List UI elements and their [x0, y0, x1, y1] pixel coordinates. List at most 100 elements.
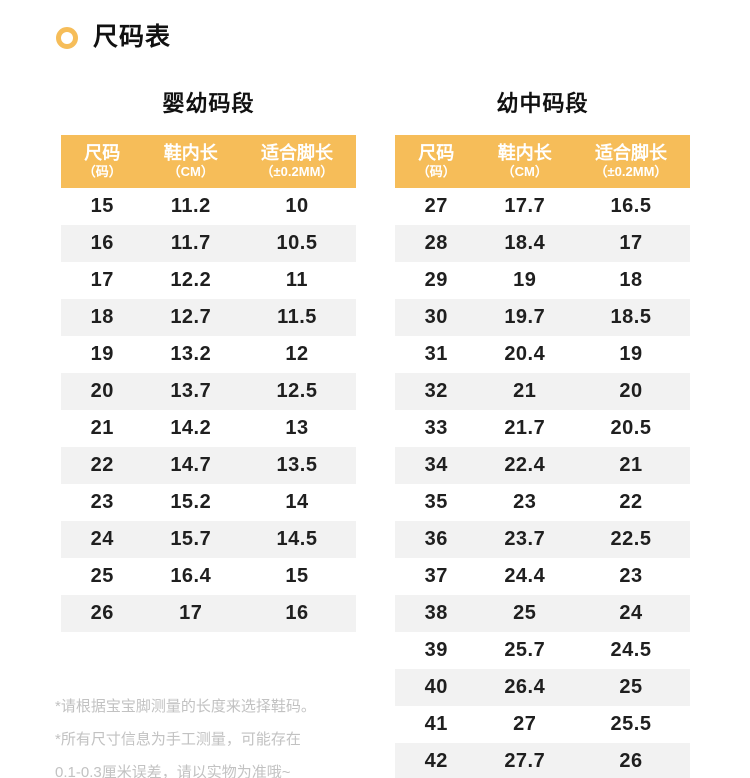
table-cell: 25.5 — [610, 713, 652, 735]
table-cell: 21.7 — [504, 417, 546, 439]
table-cell: 14.2 — [170, 417, 212, 439]
table-cell: 17.7 — [504, 195, 546, 217]
table-row: 17 12.2 11 — [61, 262, 356, 299]
table-cell: 37 — [424, 565, 448, 587]
column-header-main: 尺码 — [418, 143, 455, 164]
table-cell: 25 — [90, 565, 114, 587]
table-row: 25 16.4 15 — [61, 558, 356, 595]
table-cell: 24 — [90, 528, 114, 550]
table-cell: 20 — [90, 380, 114, 402]
table-row: 27 17.7 16.5 — [395, 188, 690, 225]
table-cell: 13 — [285, 417, 309, 439]
table-header-toddler: 尺码 （码） 鞋内长 （CM） 适合脚长 （±0.2MM） — [395, 135, 690, 188]
table-body-infant: 15 11.2 10 16 11.7 10.5 17 12.2 11 18 12.7 11.5 19 13… — [61, 188, 356, 632]
table-cell: 34 — [424, 454, 448, 476]
table-row: 21 14.2 13 — [61, 410, 356, 447]
table-cell: 13.5 — [276, 454, 318, 476]
table-row: 34 22.4 21 — [395, 447, 690, 484]
table-cell: 20 — [619, 380, 643, 402]
table-cell: 26.4 — [504, 676, 546, 698]
table-cell: 22 — [90, 454, 114, 476]
column-header-sub: （CM） — [501, 164, 548, 180]
table-cell: 18 — [90, 306, 114, 328]
table-cell: 29 — [424, 269, 448, 291]
table-row: 41 27 25.5 — [395, 706, 690, 743]
table-cell: 33 — [424, 417, 448, 439]
table-cell: 10 — [285, 195, 309, 217]
table-row: 36 23.7 22.5 — [395, 521, 690, 558]
table-cell: 11.5 — [277, 306, 317, 328]
table-cell: 12.2 — [170, 269, 212, 291]
table-cell: 23 — [90, 491, 114, 513]
table-body-toddler: 27 17.7 16.5 28 18.4 17 29 19 18 30 19.7 18.5 31 20.4… — [395, 188, 690, 778]
table-row: 37 24.4 23 — [395, 558, 690, 595]
table-row: 32 21 20 — [395, 373, 690, 410]
column-header-main: 鞋内长 — [497, 143, 552, 164]
table-row: 42 27.7 26 — [395, 743, 690, 778]
table-cell: 20.4 — [504, 343, 546, 365]
table-row: 33 21.7 20.5 — [395, 410, 690, 447]
table-cell: 15.7 — [170, 528, 212, 550]
section-title-infant: 婴幼码段 — [162, 91, 255, 116]
table-cell: 22 — [619, 491, 643, 513]
table-cell: 14.5 — [276, 528, 318, 550]
column-header-sub: （CM） — [167, 164, 214, 180]
table-row: 30 19.7 18.5 — [395, 299, 690, 336]
table-cell: 30 — [424, 306, 448, 328]
table-cell: 16 — [285, 602, 309, 624]
table-cell: 38 — [424, 602, 448, 624]
table-cell: 17 — [90, 269, 114, 291]
table-cell: 15 — [90, 195, 114, 217]
column-header-main: 鞋内长 — [163, 143, 218, 164]
table-cell: 18.4 — [504, 232, 546, 254]
table-cell: 27 — [513, 713, 537, 735]
table-cell: 16 — [90, 232, 114, 254]
table-cell: 22.5 — [610, 528, 652, 550]
table-cell: 24.4 — [504, 565, 546, 587]
table-row: 19 13.2 12 — [61, 336, 356, 373]
table-section-toddler: 幼中码段 尺码 （码） 鞋内长 （CM） 适合脚长 （±0.2MM） — [395, 50, 690, 778]
table-row: 23 15.2 14 — [61, 484, 356, 521]
table-cell: 23 — [513, 491, 537, 513]
table-row: 31 20.4 19 — [395, 336, 690, 373]
table-cell: 11 — [285, 269, 309, 291]
table-cell: 12 — [285, 343, 309, 365]
table-cell: 25 — [513, 602, 537, 624]
table-cell: 42 — [424, 750, 448, 772]
table-cell: 15.2 — [170, 491, 212, 513]
table-row: 18 12.7 11.5 — [61, 299, 356, 336]
table-cell: 25 — [619, 676, 643, 698]
column-header-main: 适合脚长 — [260, 143, 333, 164]
table-cell: 11.2 — [170, 195, 211, 217]
column-header-sub: （码） — [82, 164, 122, 180]
table-cell: 21 — [619, 454, 643, 476]
table-cell: 16.5 — [610, 195, 652, 217]
column-header-size: 尺码 （码） — [395, 143, 478, 180]
table-cell: 19 — [513, 269, 537, 291]
column-header-main: 尺码 — [84, 143, 121, 164]
column-header-foot-length: 适合脚长 （±0.2MM） — [572, 143, 690, 180]
table-row: 40 26.4 25 — [395, 669, 690, 706]
table-row: 35 23 22 — [395, 484, 690, 521]
table-row: 29 19 18 — [395, 262, 690, 299]
table-cell: 21 — [90, 417, 114, 439]
table-cell: 36 — [424, 528, 448, 550]
table-cell: 28 — [424, 232, 448, 254]
table-row: 28 18.4 17 — [395, 225, 690, 262]
table-cell: 31 — [424, 343, 448, 365]
column-header-size: 尺码 （码） — [61, 143, 144, 180]
table-row: 15 11.2 10 — [61, 188, 356, 225]
table-cell: 22.4 — [504, 454, 546, 476]
table-cell: 17 — [619, 232, 643, 254]
table-row: 20 13.7 12.5 — [61, 373, 356, 410]
table-cell: 16.4 — [170, 565, 212, 587]
table-cell: 18.5 — [610, 306, 652, 328]
table-cell: 41 — [424, 713, 448, 735]
table-cell: 19 — [90, 343, 114, 365]
table-cell: 10.5 — [276, 232, 318, 254]
table-cell: 24.5 — [610, 639, 652, 661]
size-table-infant: 尺码 （码） 鞋内长 （CM） 适合脚长 （±0.2MM） 15 11.2 10 16… — [61, 135, 356, 632]
table-cell: 13.7 — [170, 380, 212, 402]
size-table-toddler: 尺码 （码） 鞋内长 （CM） 适合脚长 （±0.2MM） 27 17.7 16.5… — [395, 135, 690, 778]
